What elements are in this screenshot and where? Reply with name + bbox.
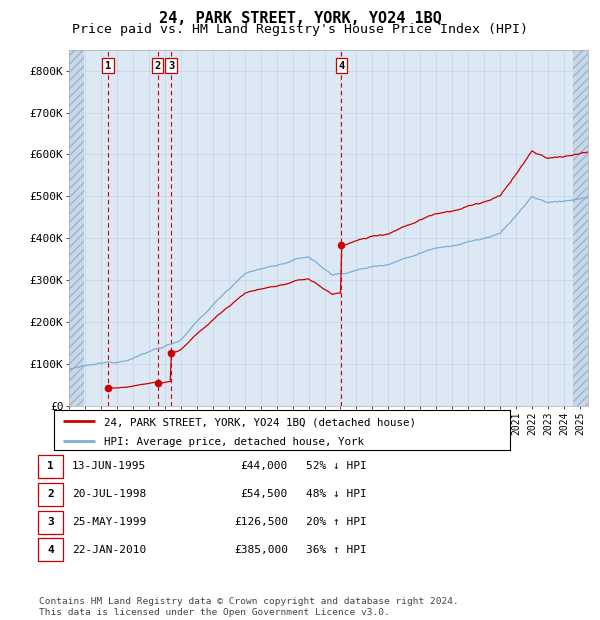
Text: 20-JUL-1998: 20-JUL-1998: [72, 489, 146, 499]
Text: £44,000: £44,000: [241, 461, 288, 471]
Text: 1: 1: [105, 61, 111, 71]
Bar: [574, 50, 588, 406]
Text: 4: 4: [47, 545, 54, 555]
Bar: [69, 50, 83, 406]
Text: 36% ↑ HPI: 36% ↑ HPI: [306, 545, 367, 555]
Text: £385,000: £385,000: [234, 545, 288, 555]
Text: 52% ↓ HPI: 52% ↓ HPI: [306, 461, 367, 471]
Text: £54,500: £54,500: [241, 489, 288, 499]
Text: 25-MAY-1999: 25-MAY-1999: [72, 517, 146, 527]
Text: 2: 2: [155, 61, 161, 71]
Text: 22-JAN-2010: 22-JAN-2010: [72, 545, 146, 555]
Text: Contains HM Land Registry data © Crown copyright and database right 2024.
This d: Contains HM Land Registry data © Crown c…: [39, 598, 459, 617]
Text: Price paid vs. HM Land Registry's House Price Index (HPI): Price paid vs. HM Land Registry's House …: [72, 23, 528, 36]
Text: 3: 3: [47, 517, 54, 527]
Text: 13-JUN-1995: 13-JUN-1995: [72, 461, 146, 471]
Text: 2: 2: [47, 489, 54, 499]
Text: 48% ↓ HPI: 48% ↓ HPI: [306, 489, 367, 499]
Text: 1: 1: [47, 461, 54, 471]
Text: 20% ↑ HPI: 20% ↑ HPI: [306, 517, 367, 527]
Text: 24, PARK STREET, YORK, YO24 1BQ (detached house): 24, PARK STREET, YORK, YO24 1BQ (detache…: [104, 417, 416, 427]
Text: 3: 3: [168, 61, 175, 71]
Text: 24, PARK STREET, YORK, YO24 1BQ: 24, PARK STREET, YORK, YO24 1BQ: [158, 11, 442, 26]
Text: £126,500: £126,500: [234, 517, 288, 527]
Text: HPI: Average price, detached house, York: HPI: Average price, detached house, York: [104, 436, 364, 446]
Text: 4: 4: [338, 61, 344, 71]
